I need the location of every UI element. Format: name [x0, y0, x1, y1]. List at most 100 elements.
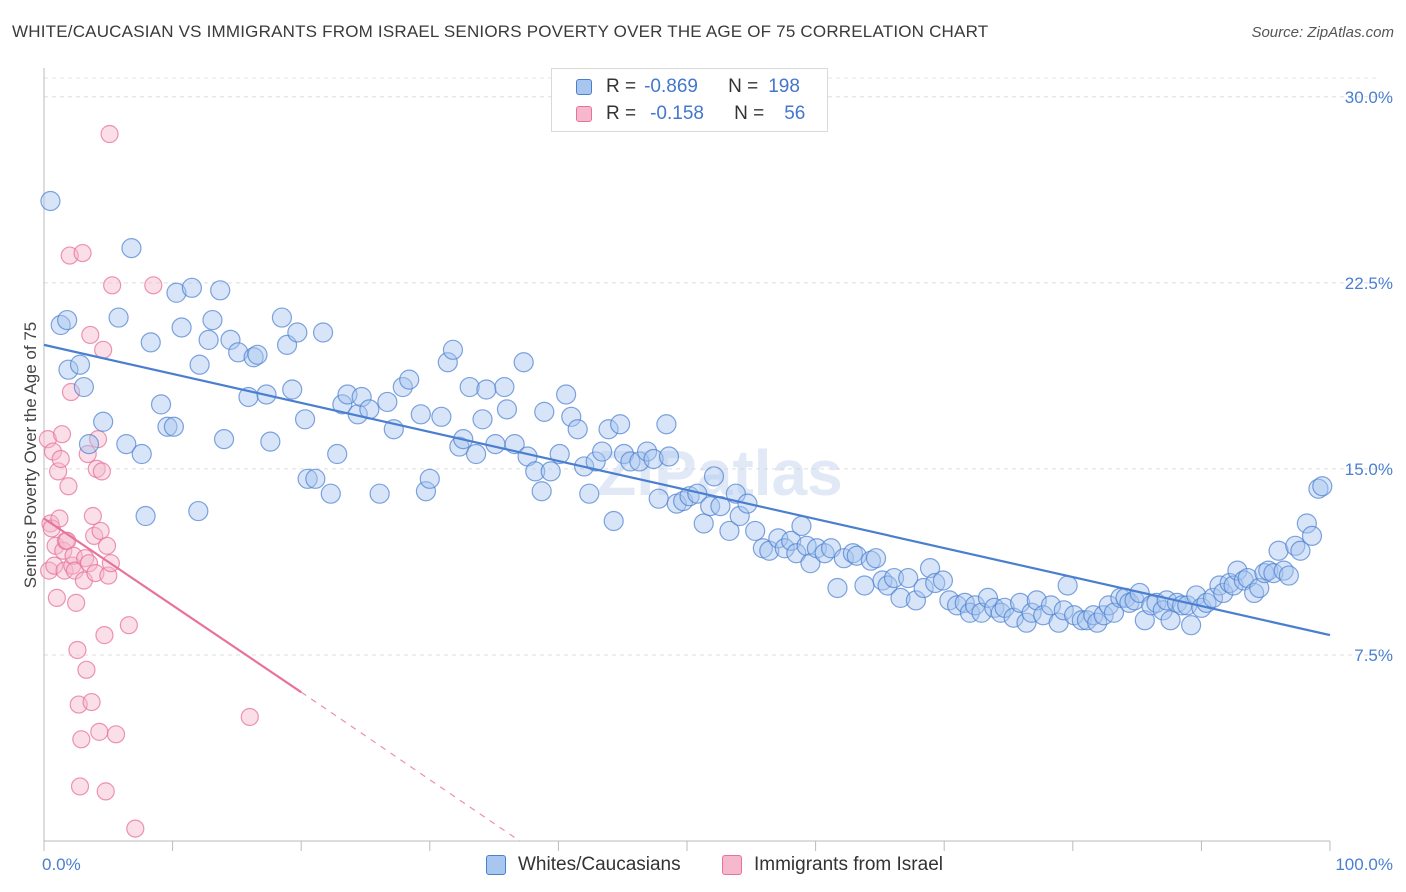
legend-row-israel: R = -0.158 N = 56 [576, 102, 805, 126]
data-point [73, 243, 92, 263]
data-point [898, 567, 919, 589]
data-point [700, 496, 721, 517]
data-point [800, 553, 821, 574]
data-point [919, 558, 941, 579]
data-point [81, 325, 100, 345]
trendline-white [43, 343, 1331, 637]
y-axis-label: Seniors Poverty Over the Age of 75 [21, 322, 40, 588]
y-tick-label: 7.5% [1354, 646, 1393, 665]
data-point [100, 124, 119, 144]
data-point [198, 329, 219, 351]
data-point [72, 730, 91, 749]
data-point [271, 307, 293, 328]
data-point [459, 376, 480, 398]
data-point [977, 587, 999, 608]
data-point [51, 449, 70, 469]
data-point [883, 567, 905, 589]
data-point [656, 414, 677, 435]
trendline-israel [43, 517, 302, 694]
data-point [57, 309, 78, 331]
data-point [166, 282, 187, 303]
data-point [827, 577, 848, 599]
data-point [189, 354, 210, 375]
data-point [305, 468, 326, 489]
y-tick-label: 30.0% [1345, 88, 1393, 107]
data-point [1057, 575, 1078, 596]
data-point [1009, 592, 1031, 613]
data-point [1053, 600, 1074, 621]
data-point [202, 309, 223, 331]
data-point [213, 429, 235, 450]
legend-r-label: R = [606, 76, 637, 97]
data-point [504, 433, 525, 455]
data-point [729, 505, 750, 527]
data-point [171, 317, 192, 338]
data-point [905, 590, 927, 611]
data-point [1202, 587, 1224, 608]
legend-swatch-blue [486, 855, 506, 875]
data-point [1071, 610, 1092, 631]
data-point [119, 616, 138, 635]
data-point [126, 819, 145, 838]
data-point [598, 419, 619, 440]
data-point [68, 640, 87, 660]
data-point [585, 451, 606, 472]
data-point [1296, 513, 1317, 534]
legend-n-label: N = [728, 76, 759, 97]
data-point [791, 515, 812, 537]
data-point [247, 344, 268, 365]
legend-n-value: 198 [768, 76, 800, 97]
data-point [116, 433, 137, 455]
source-note: Source: ZipAtlas.com [1251, 24, 1394, 41]
data-point [768, 528, 789, 549]
data-point [1249, 577, 1270, 599]
x-tick-label: 0.0% [42, 855, 81, 874]
data-point [561, 406, 582, 427]
data-point [946, 595, 968, 616]
data-point [592, 441, 613, 462]
data-point [70, 777, 90, 796]
x-tick-label: 100.0% [1335, 855, 1393, 874]
data-point [1160, 610, 1181, 631]
legend-swatch-blue [576, 79, 592, 95]
data-point [643, 448, 664, 470]
data-point [69, 354, 91, 375]
data-point [549, 443, 570, 465]
data-point [890, 587, 911, 608]
data-point [1290, 540, 1311, 561]
data-point [725, 483, 746, 504]
data-point [719, 520, 740, 542]
data-point [95, 626, 114, 645]
data-point [58, 359, 79, 380]
data-point [431, 406, 452, 427]
data-point [140, 332, 161, 353]
data-point [92, 462, 111, 481]
legend-label-white: Whites/Caucasians [518, 854, 681, 875]
data-point [603, 510, 624, 532]
data-point [150, 394, 172, 415]
data-point [52, 425, 72, 444]
data-point [82, 692, 101, 712]
legend-label-israel: Immigrants from Israel [754, 854, 943, 875]
data-point [157, 416, 178, 437]
data-point [496, 399, 518, 420]
data-point [1278, 565, 1299, 586]
data-point [351, 386, 372, 408]
data-point [103, 276, 122, 295]
data-point [188, 500, 209, 522]
bottom-legend-white: Whites/Caucasians [486, 852, 681, 878]
series-white-points [40, 190, 1333, 636]
data-point [648, 488, 669, 509]
data-point [437, 352, 458, 373]
data-point [77, 660, 96, 679]
data-point [181, 277, 202, 298]
data-point [786, 543, 807, 564]
data-point [210, 280, 231, 301]
data-point [90, 722, 109, 741]
data-point [540, 461, 561, 482]
data-point [1103, 602, 1125, 623]
data-point [327, 443, 348, 465]
data-point [312, 322, 334, 343]
data-point [93, 411, 114, 432]
data-point [534, 401, 555, 422]
